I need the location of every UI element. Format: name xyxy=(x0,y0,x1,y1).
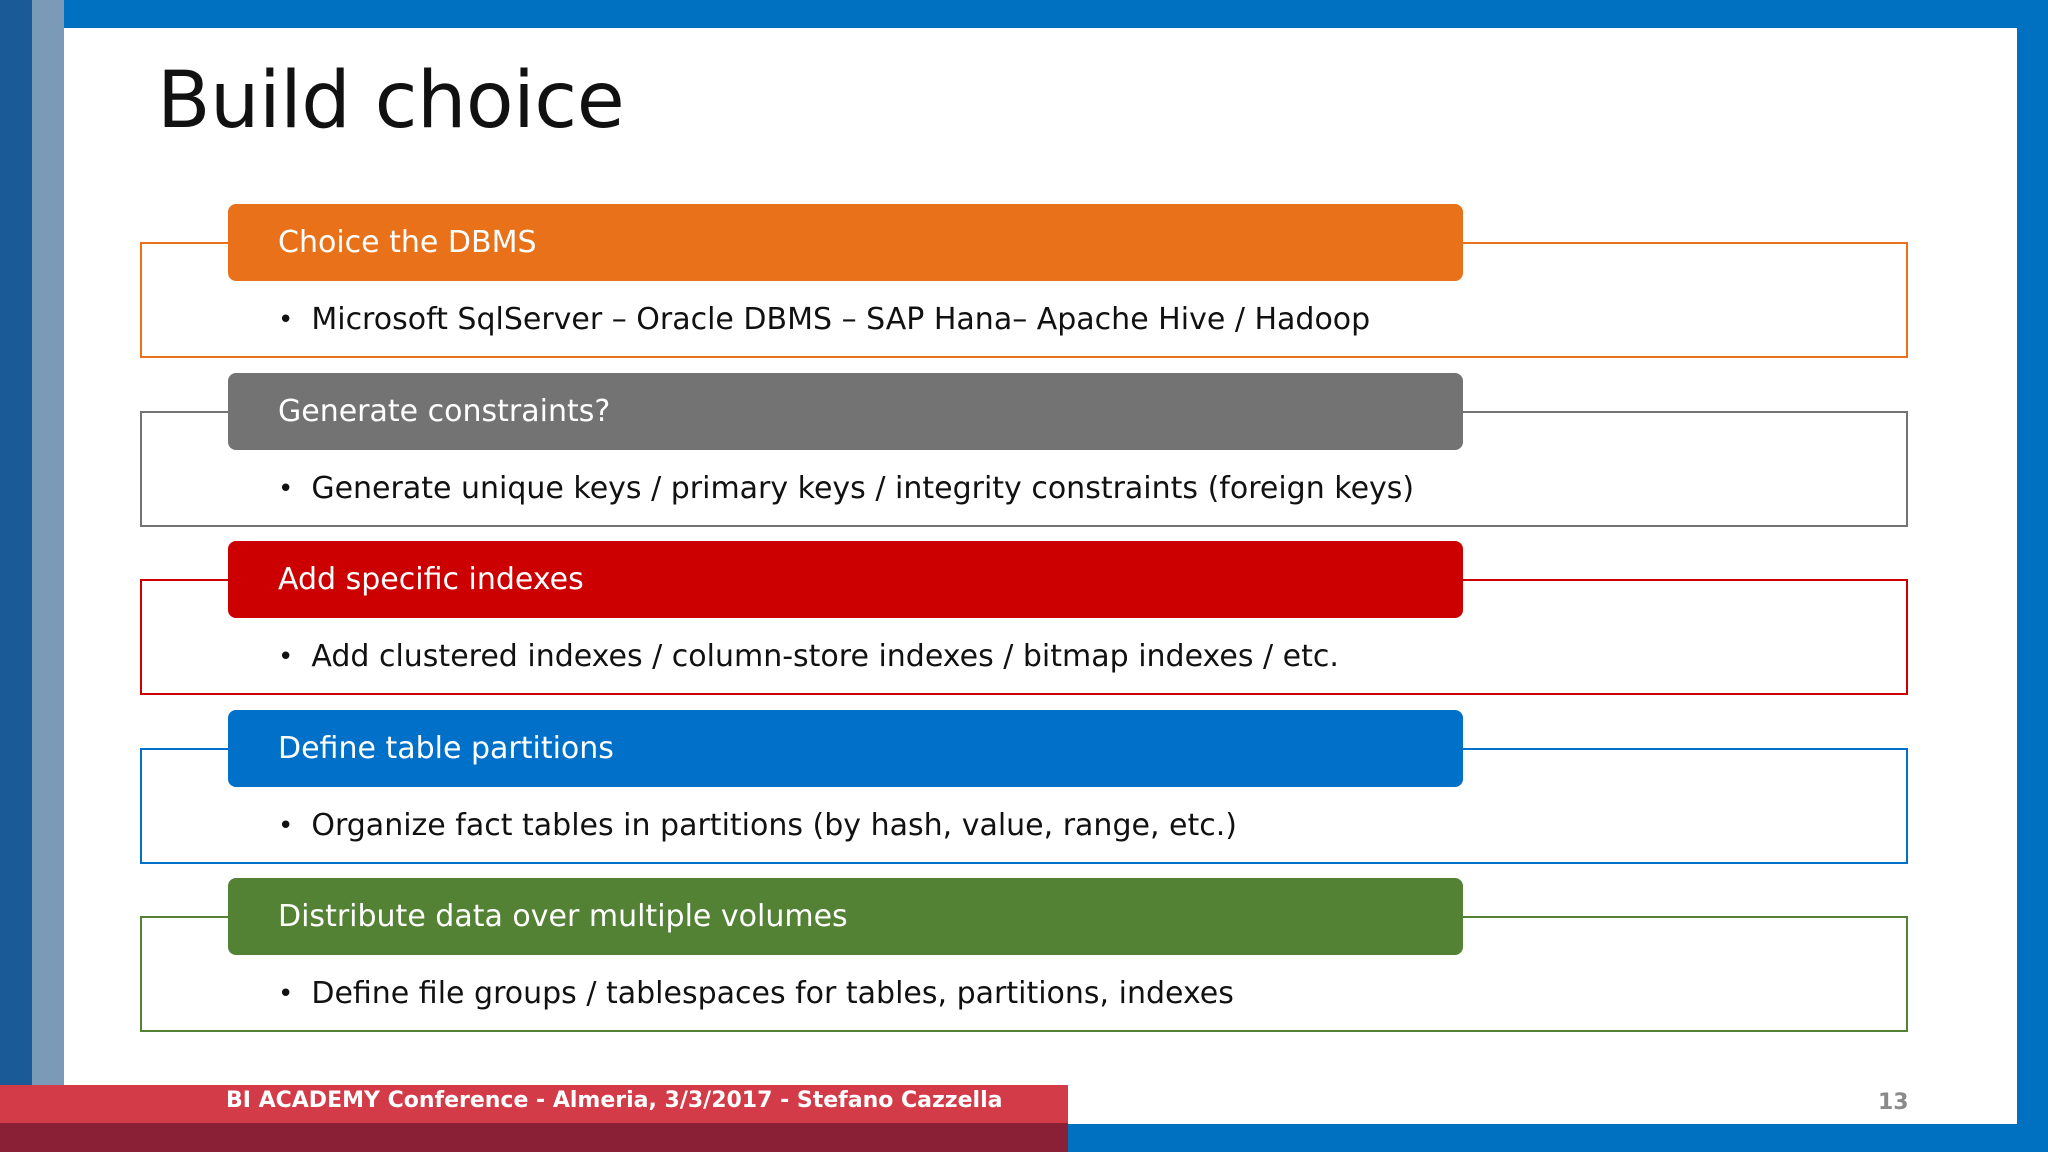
item-body: • Define file groups / tablespaces for t… xyxy=(278,976,1234,1011)
item-body: • Organize fact tables in partitions (by… xyxy=(278,808,1237,843)
item-header: Add specific indexes xyxy=(228,541,1463,618)
item-header: Define table partitions xyxy=(228,710,1463,787)
item-body: • Generate unique keys / primary keys / … xyxy=(278,471,1414,506)
item-header: Generate constraints? xyxy=(228,373,1463,450)
bullet-icon: • xyxy=(278,641,294,672)
item-body-text: Organize fact tables in partitions (by h… xyxy=(311,808,1237,843)
page-number: 13 xyxy=(1878,1090,1909,1115)
left-accent-light xyxy=(32,0,64,1152)
left-accent-dark xyxy=(0,0,32,1152)
slide-title: Build choice xyxy=(157,56,625,146)
item-body: • Microsoft SqlServer – Oracle DBMS – SA… xyxy=(278,302,1370,337)
bullet-icon: • xyxy=(278,978,294,1009)
item-body: • Add clustered indexes / column-store i… xyxy=(278,639,1339,674)
item-body-text: Generate unique keys / primary keys / in… xyxy=(311,471,1415,506)
item-body-text: Add clustered indexes / column-store ind… xyxy=(311,639,1339,674)
bullet-icon: • xyxy=(278,473,294,504)
item-header: Distribute data over multiple volumes xyxy=(228,878,1463,955)
bullet-icon: • xyxy=(278,304,294,335)
footer-text: BI ACADEMY Conference - Almeria, 3/3/201… xyxy=(226,1088,1003,1113)
footer-bar-shade xyxy=(0,1123,1068,1152)
bullet-icon: • xyxy=(278,810,294,841)
slide-canvas: Build choice Choice the DBMS • Microsoft… xyxy=(64,28,2017,1124)
item-body-text: Microsoft SqlServer – Oracle DBMS – SAP … xyxy=(311,302,1371,337)
item-header: Choice the DBMS xyxy=(228,204,1463,281)
item-body-text: Define file groups / tablespaces for tab… xyxy=(311,976,1234,1011)
